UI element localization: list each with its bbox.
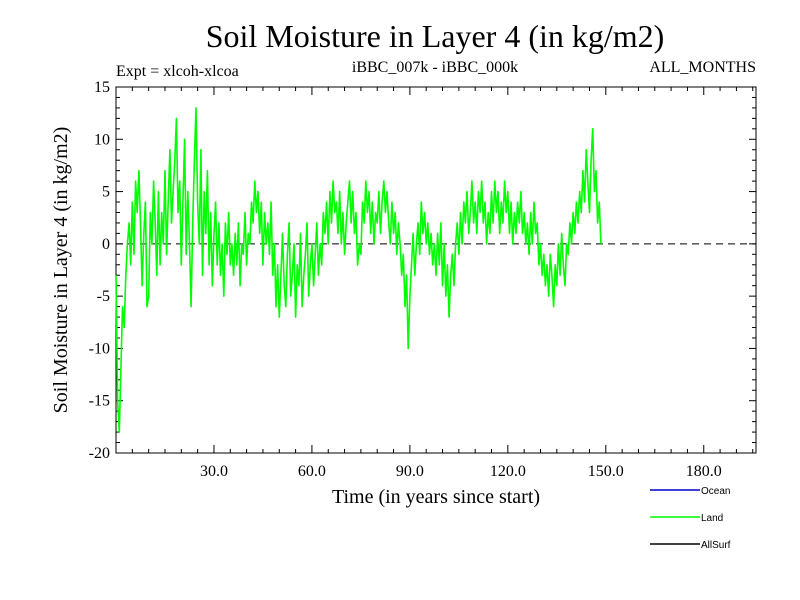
x-tick-label: 120.0 — [490, 463, 526, 480]
y-tick-label: -5 — [97, 288, 110, 305]
months-label: ALL_MONTHS — [649, 59, 756, 76]
plot-frame — [115, 86, 757, 454]
x-axis: 30.0 60.0 90.0 120.0 150.0 180.0 — [131, 87, 754, 480]
x-tick-label: 90.0 — [396, 463, 424, 480]
x-axis-label: Time (in years since start) — [332, 486, 540, 508]
y-axis: -20 -15 -10 -5 0 5 10 15 — [89, 79, 756, 462]
y-tick-label: 0 — [102, 236, 110, 253]
legend-label-allsurf: AllSurf — [701, 540, 731, 551]
legend-item-allsurf: AllSurf — [650, 540, 731, 551]
y-axis-label: Soil Moisture in Layer 4 (in kg/m2) — [50, 127, 72, 414]
y-tick-label: 15 — [94, 79, 110, 96]
x-tick-label: 30.0 — [200, 463, 228, 480]
x-tick-label: 60.0 — [298, 463, 326, 480]
legend-label-ocean: Ocean — [701, 486, 730, 497]
plot-area: -20 -15 -10 -5 0 5 10 15 30.0 60.0 90.0 120.0 150.0… — [89, 79, 757, 480]
x-tick-label: 180.0 — [686, 463, 722, 480]
legend: Ocean Land AllSurf — [650, 486, 731, 551]
x-tick-label: 150.0 — [588, 463, 624, 480]
comparison-label: iBBC_007k - iBBC_000k — [352, 59, 518, 76]
chart-title: Soil Moisture in Layer 4 (in kg/m2) — [206, 18, 665, 54]
legend-item-ocean: Ocean — [650, 486, 730, 497]
y-tick-label: 10 — [94, 131, 110, 148]
legend-label-land: Land — [701, 513, 723, 524]
y-tick-label: -15 — [89, 393, 110, 410]
y-tick-label: 5 — [102, 184, 110, 201]
y-tick-label: -20 — [89, 445, 110, 462]
experiment-label: Expt = xlcoh-xlcoa — [116, 63, 239, 80]
legend-item-land: Land — [650, 513, 723, 524]
series-line-land — [115, 107, 602, 433]
y-tick-label: -10 — [89, 340, 110, 357]
